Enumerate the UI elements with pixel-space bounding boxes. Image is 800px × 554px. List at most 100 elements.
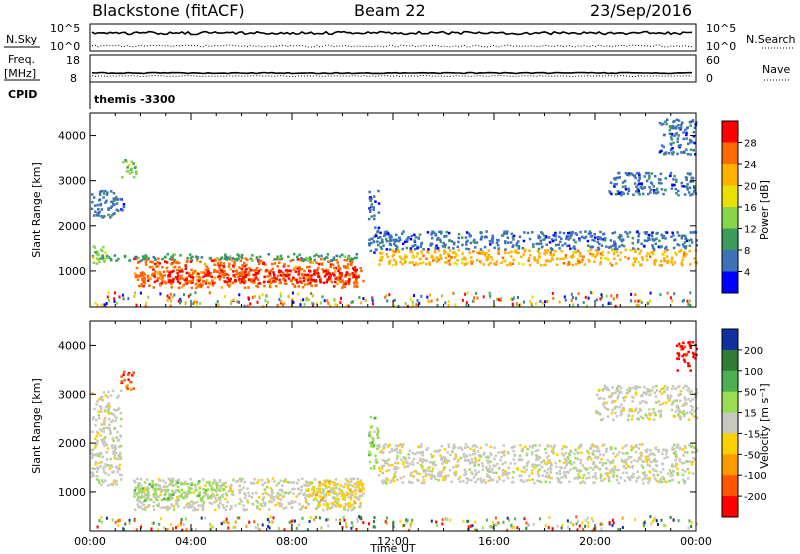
- power-region: [658, 118, 698, 156]
- x-tick-label: 00:00: [680, 535, 712, 548]
- power-colorbar-tick-label: 20: [744, 182, 757, 193]
- cpid-label: CPID: [8, 88, 37, 101]
- nsky-tick-low: 10^0: [50, 40, 80, 53]
- x-axis-label: Time UT: [369, 542, 415, 554]
- x-tick-label: 04:00: [175, 535, 207, 548]
- power-colorbar-tick-label: 8: [744, 246, 750, 257]
- velocity-ytick-label: 2000: [58, 437, 86, 450]
- power-colorbar-tick-label: 28: [744, 139, 757, 150]
- velocity-colorbar-segment: [722, 391, 738, 414]
- velocity-region: [304, 479, 365, 509]
- power-region: [101, 252, 359, 263]
- freq-trace: [91, 71, 692, 75]
- velocity-colorbar-tick-label: -200: [744, 492, 767, 503]
- power-region: [90, 189, 126, 219]
- nave-label: Nave: [762, 63, 790, 76]
- power-ytick-label: 4000: [58, 130, 86, 143]
- power-region: [367, 189, 381, 254]
- power-ytick-label: 2000: [58, 220, 86, 233]
- x-tick-label: 16:00: [478, 535, 510, 548]
- velocity-colorbar-tick-label: 50: [744, 388, 757, 399]
- velocity-colorbar-segment: [722, 370, 738, 393]
- date-title: 23/Sep/2016: [590, 1, 692, 20]
- power-colorbar-tick-label: 4: [744, 268, 750, 279]
- freq-panel: [89, 54, 697, 83]
- power-region: [379, 230, 699, 251]
- nsearch-trace: [91, 44, 693, 48]
- power-colorbar-segment: [722, 164, 738, 186]
- nave-tick-low: 0: [706, 72, 713, 85]
- power-colorbar: 28 24 20 16 12 8 4: [721, 120, 757, 294]
- nsearch-label: N.Search: [746, 33, 796, 46]
- velocity-region: [595, 384, 699, 422]
- nsky-label: N.Sky: [6, 33, 38, 46]
- power-ytick-label: 3000: [58, 175, 86, 188]
- power-colorbar-segment: [722, 228, 738, 251]
- power-colorbar-segment: [722, 250, 738, 272]
- freq-label-2: [MHz]: [4, 67, 36, 80]
- velocity-ytick-label: 3000: [58, 388, 86, 401]
- nsky-tick-high: 10^5: [50, 22, 80, 35]
- velocity-colorbar-tick-label: -100: [744, 471, 767, 482]
- velocity-region: [90, 389, 123, 487]
- power-region: [121, 159, 138, 179]
- nsearch-tick-low: 10^0: [706, 40, 736, 53]
- velocity-region: [377, 443, 699, 485]
- power-region: [153, 268, 360, 285]
- velocity-colorbar-frame: [721, 328, 739, 518]
- freq-label-1: Freq.: [8, 53, 35, 66]
- power-panel: 1000 2000 3000 4000: [58, 112, 699, 308]
- freq-tick-low: 8: [70, 72, 77, 85]
- power-region: [91, 245, 108, 265]
- power-ytick-label: 1000: [58, 265, 86, 278]
- velocity-ytick-label: 4000: [58, 339, 86, 352]
- velocity-colorbar-segment: [722, 329, 738, 351]
- x-tick-label: 08:00: [276, 535, 308, 548]
- velocity-colorbar-tick-label: -50: [744, 450, 760, 461]
- velocity-colorbar-tick-label: -15: [744, 429, 760, 440]
- velocity-region: [367, 415, 380, 470]
- power-colorbar-segment: [722, 207, 738, 229]
- x-tick-label: 12:00: [377, 535, 409, 548]
- power-colorbar-segment: [722, 142, 738, 165]
- velocity-region: [120, 370, 136, 391]
- power-colorbar-label: Power [dB]: [758, 180, 771, 240]
- power-colorbar-tick-label: 16: [744, 203, 757, 214]
- nsky-trace: [91, 30, 693, 36]
- velocity-ylabel: Slant Range [km]: [30, 378, 43, 474]
- velocity-near-range-speckle: [96, 515, 698, 532]
- power-ylabel: Slant Range [km]: [30, 162, 43, 258]
- nave-tick-high: 60: [706, 54, 720, 67]
- x-tick-label: 00:00: [74, 535, 106, 548]
- power-region: [608, 171, 698, 197]
- power-colorbar-tick-label: 24: [744, 160, 757, 171]
- nave-trace: [91, 74, 693, 78]
- velocity-colorbar-segment: [722, 349, 738, 372]
- x-tick-label: 20:00: [579, 535, 611, 548]
- power-colorbar-segment: [722, 271, 738, 294]
- velocity-colorbar-label: Velocity [m s⁻¹]: [758, 383, 771, 468]
- nsky-panel: [89, 23, 697, 52]
- velocity-colorbar-segment: [722, 412, 738, 434]
- velocity-frame: [89, 320, 697, 532]
- power-region: [378, 248, 698, 267]
- velocity-colorbar-tick-label: 200: [744, 346, 763, 357]
- velocity-panel: 1000 2000 3000 4000 00:00 04:00 08:00 12:00 16:0…: [58, 320, 712, 548]
- velocity-colorbar-segment: [722, 433, 738, 455]
- velocity-colorbar-tick-label: 100: [744, 367, 763, 378]
- velocity-colorbar-segment: [722, 475, 738, 497]
- cpid-value: themis -3300: [94, 93, 176, 106]
- velocity-colorbar-segment: [722, 496, 738, 518]
- radar-title: Blackstone (fitACF): [92, 1, 245, 20]
- velocity-colorbar: 200 100 50 15 -15 -50 -100 -200: [721, 328, 767, 518]
- beam-title: Beam 22: [354, 1, 426, 20]
- velocity-region: [133, 479, 229, 502]
- velocity-colorbar-segment: [722, 454, 738, 476]
- velocity-colorbar-tick-label: 15: [744, 409, 757, 420]
- power-colorbar-segment: [722, 185, 738, 208]
- power-colorbar-tick-label: 12: [744, 225, 757, 236]
- freq-tick-high: 18: [66, 54, 80, 67]
- velocity-ytick-label: 1000: [58, 486, 86, 499]
- nsearch-tick-high: 10^5: [706, 22, 736, 35]
